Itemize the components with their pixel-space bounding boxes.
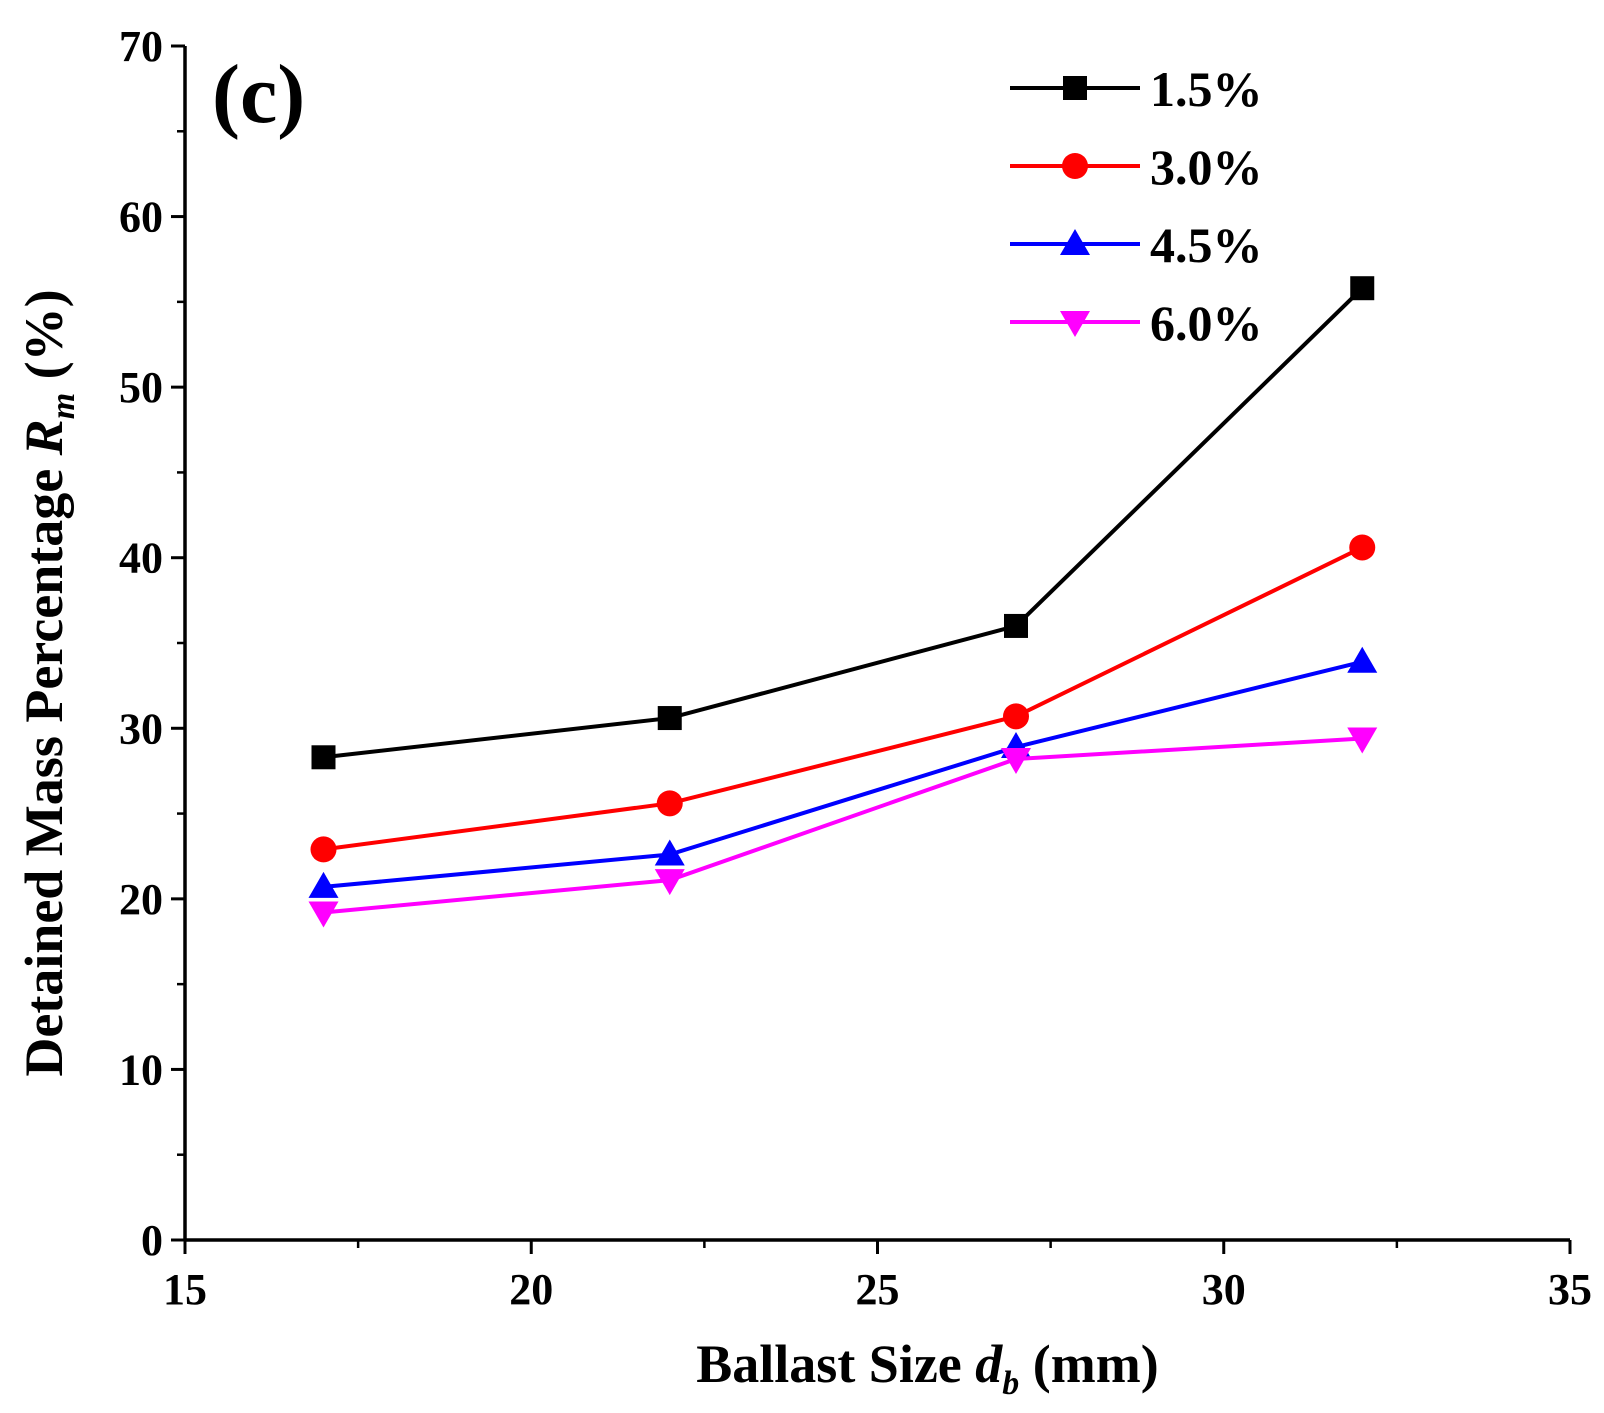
- series-1.5%: [311, 276, 1375, 770]
- data-point: [1350, 276, 1375, 301]
- data-point: [1349, 534, 1376, 561]
- y-axis-title: Detained Mass Percentage Rm (%): [14, 289, 82, 1076]
- data-point: [311, 745, 336, 770]
- data-point: [308, 901, 339, 928]
- data-point: [308, 871, 339, 898]
- legend-label: 3.0%: [1150, 139, 1263, 195]
- panel-label: (c): [212, 48, 305, 141]
- series-line: [323, 736, 1363, 915]
- legend-marker: [1063, 76, 1087, 100]
- y-tick-label: 30: [119, 704, 163, 753]
- data-point: [656, 790, 683, 817]
- y-tick-label: 10: [119, 1045, 163, 1094]
- legend-marker: [1062, 153, 1088, 179]
- x-tick-label: 30: [1202, 1265, 1246, 1314]
- x-tick-label: 35: [1548, 1265, 1592, 1314]
- series-line: [323, 545, 1364, 852]
- axes-layer: 0 10 20 30 40 50 60 70 15 20 25 30 35: [119, 22, 1592, 1314]
- y-tick-label: 50: [119, 363, 163, 412]
- data-point: [1003, 703, 1029, 730]
- legend-item: 3.0%: [1010, 139, 1263, 195]
- legend-label: 4.5%: [1150, 217, 1263, 273]
- data-point: [654, 839, 685, 866]
- x-tick-label: 25: [856, 1265, 900, 1314]
- legend-item: 6.0%: [1010, 295, 1263, 351]
- y-tick-label: 40: [119, 534, 163, 583]
- y-tick-label: 0: [141, 1216, 163, 1265]
- series-layer: [308, 276, 1378, 928]
- data-point: [657, 706, 682, 731]
- data-point: [1347, 727, 1378, 754]
- data-point: [1347, 646, 1378, 673]
- x-tick-label: 20: [509, 1265, 553, 1314]
- legend: 1.5% 3.0% 4.5% 6.0%: [1010, 61, 1263, 351]
- legend-label: 6.0%: [1150, 295, 1263, 351]
- y-tick-label: 70: [119, 22, 163, 71]
- data-point: [310, 836, 337, 863]
- data-point: [654, 869, 685, 896]
- series-line: [323, 286, 1364, 760]
- legend-marker: [1060, 311, 1090, 337]
- y-tick-label: 60: [119, 193, 163, 242]
- legend-marker: [1060, 229, 1090, 255]
- series-4.5%: [308, 646, 1378, 898]
- series-6.0%: [308, 727, 1378, 928]
- series-3.0%: [310, 534, 1376, 863]
- x-tick-label: 15: [163, 1265, 207, 1314]
- legend-item: 1.5%: [1010, 61, 1263, 117]
- x-axis-title: Ballast Size db (mm): [696, 1334, 1158, 1402]
- data-point: [1004, 613, 1028, 638]
- legend-item: 4.5%: [1010, 217, 1263, 273]
- legend-label: 1.5%: [1150, 61, 1263, 117]
- series-line: [323, 659, 1363, 889]
- data-point: [1001, 747, 1031, 774]
- y-tick-label: 20: [119, 875, 163, 924]
